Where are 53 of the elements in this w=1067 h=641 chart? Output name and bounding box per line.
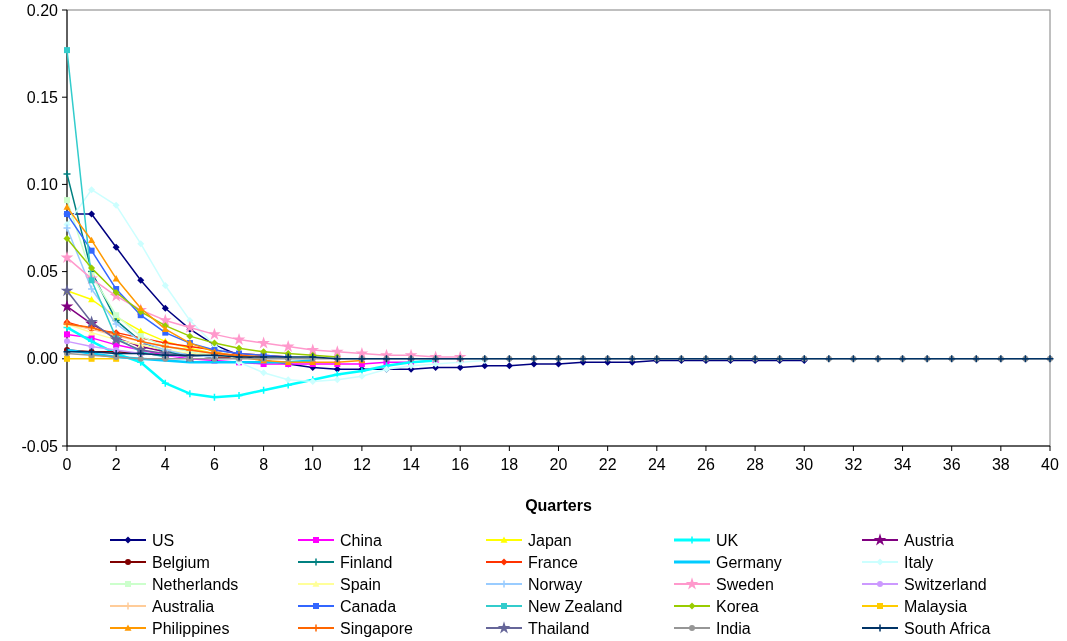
- x-axis-title: Quarters: [525, 497, 592, 514]
- x-tick-label: 14: [402, 456, 421, 473]
- x-tick-label: 28: [746, 456, 765, 473]
- x-tick-label: 24: [647, 456, 666, 473]
- legend-label: South Africa: [904, 619, 991, 637]
- y-tick-label: -0.05: [21, 437, 59, 455]
- legend-label: Switzerland: [904, 575, 987, 593]
- legend-label: India: [716, 619, 751, 637]
- x-tick-label: 16: [451, 456, 470, 473]
- legend-label: China: [340, 531, 382, 549]
- x-tick-label: 40: [1041, 456, 1059, 473]
- x-tick-label: 32: [844, 456, 863, 473]
- x-tick-label: 34: [893, 456, 912, 473]
- legend-label: UK: [716, 531, 739, 549]
- legend-label: France: [528, 553, 578, 571]
- x-tick-label: 10: [303, 456, 322, 473]
- legend-label: Malaysia: [904, 597, 968, 615]
- legend-label: Australia: [152, 597, 215, 615]
- y-tick-label: 0.00: [26, 350, 59, 368]
- legend-label: Philippines: [152, 619, 230, 637]
- x-tick-label: 30: [795, 456, 814, 473]
- legend-label: Thailand: [528, 619, 590, 637]
- y-tick-label: 0.10: [26, 176, 59, 193]
- legend-label: New Zealand: [528, 597, 623, 615]
- x-tick-label: 38: [991, 456, 1010, 473]
- legend-label: US: [152, 531, 175, 549]
- legend-label: Sweden: [716, 575, 774, 593]
- legend-label: Norway: [528, 575, 583, 593]
- x-tick-label: 4: [160, 456, 170, 473]
- x-tick-label: 22: [598, 456, 617, 473]
- legend-label: Japan: [528, 531, 572, 549]
- legend-label: Belgium: [152, 553, 210, 571]
- legend-label: Singapore: [340, 619, 414, 637]
- x-tick-label: 6: [210, 456, 219, 473]
- legend-label: Canada: [340, 597, 397, 615]
- x-tick-label: 18: [500, 456, 519, 473]
- x-tick-label: 12: [353, 456, 371, 473]
- legend-label: Austria: [904, 531, 954, 549]
- legend-label: Netherlands: [152, 575, 239, 593]
- y-tick-label: 0.05: [26, 263, 59, 281]
- x-tick-label: 26: [697, 456, 715, 473]
- y-tick-label: 0.20: [26, 1, 59, 19]
- legend-label: Italy: [904, 553, 934, 571]
- x-tick-label: 8: [259, 456, 269, 473]
- y-tick-label: 0.15: [26, 88, 59, 106]
- legend-label: Germany: [716, 553, 782, 571]
- x-tick-label: 2: [111, 456, 121, 473]
- x-tick-label: 36: [942, 456, 961, 473]
- x-tick-label: 20: [549, 456, 568, 473]
- legend-label: Finland: [340, 553, 393, 571]
- legend-label: Spain: [340, 575, 381, 593]
- legend-label: Korea: [716, 597, 759, 615]
- x-tick-label: 0: [62, 456, 72, 473]
